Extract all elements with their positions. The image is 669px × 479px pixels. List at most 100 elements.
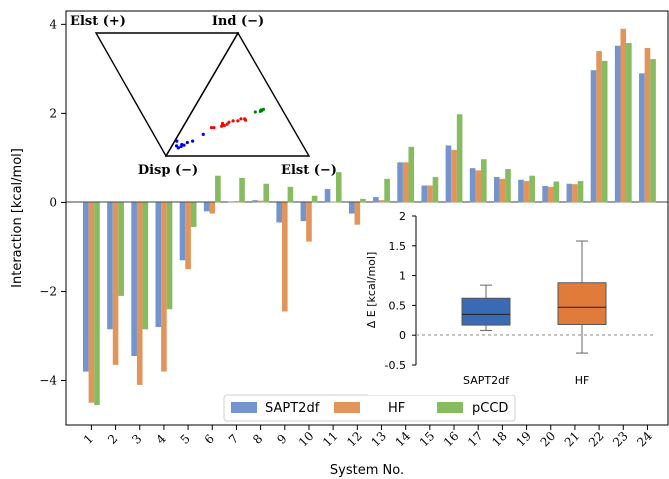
boxplot-y-ticks: -0.5 0 0.5 1 1.5 2 — [385, 210, 416, 372]
bar-sapt2df-20 — [542, 185, 548, 203]
bar-hf-10 — [306, 202, 312, 242]
bar-sapt2df-14 — [397, 162, 403, 203]
y-tick-label: 4 — [49, 17, 57, 31]
bar-hf-12 — [354, 202, 361, 225]
bar-pccd-12 — [360, 198, 366, 203]
bar-sapt2df-17 — [469, 168, 476, 203]
bar-pccd-19 — [529, 175, 535, 203]
bar-pccd-11 — [335, 172, 342, 203]
y-tick-label: 0 — [49, 195, 57, 209]
bar-sapt2df-18 — [493, 177, 500, 203]
bar-sapt2df-5 — [179, 202, 186, 261]
box-category-label: HF — [575, 374, 590, 387]
bar-sapt2df-11 — [324, 189, 331, 203]
ternary-point — [225, 122, 229, 126]
bar-hf-23 — [620, 28, 627, 203]
box-category-label: SAPT2df — [463, 374, 510, 387]
ternary-point — [180, 142, 184, 147]
bar-pccd-4 — [166, 202, 173, 310]
bar-groups — [82, 28, 656, 405]
bar-pccd-18 — [505, 169, 511, 203]
x-tick-label: 3 — [129, 432, 144, 447]
x-tick-label: 6 — [202, 432, 217, 447]
vertex-label-ind-minus: Ind (−) — [212, 14, 264, 29]
bar-hf-20 — [547, 186, 554, 203]
ternary-point — [220, 124, 224, 128]
ternary-point — [239, 117, 243, 121]
bar-sapt2df-1 — [82, 202, 89, 372]
bar-pccd-9 — [287, 186, 294, 203]
bar-sapt2df-4 — [155, 202, 162, 328]
bar-pccd-22 — [601, 60, 608, 203]
x-tick-label: 2 — [105, 432, 120, 447]
x-tick-label: 21 — [562, 429, 583, 450]
vertex-label-disp-minus: Disp (−) — [138, 163, 198, 178]
x-tick-label: 19 — [513, 429, 534, 450]
bar-sapt2df-16 — [445, 145, 452, 203]
x-tick-label: 23 — [610, 429, 631, 450]
x-tick-label: 16 — [441, 429, 462, 450]
bar-hf-8 — [257, 200, 264, 203]
bar-hf-22 — [596, 51, 602, 203]
boxplot-background — [368, 210, 667, 395]
ternary-triangle-left — [94, 32, 240, 158]
vertex-label-elst-minus: Elst (−) — [281, 163, 337, 178]
bar-sapt2df-6 — [203, 202, 210, 212]
bar-pccd-14 — [408, 146, 415, 203]
x-tick-label: 17 — [465, 429, 486, 450]
main-plot-frame — [65, 10, 669, 426]
bar-sapt2df-2 — [107, 202, 113, 330]
x-tick-label: 13 — [368, 429, 389, 450]
x-tick-label: 4 — [153, 431, 169, 447]
bar-pccd-16 — [456, 114, 463, 203]
bar-hf-3 — [136, 202, 143, 385]
box-y-tick-label: 2 — [399, 210, 406, 223]
bar-pccd-17 — [481, 159, 487, 203]
bar-sapt2df-13 — [373, 197, 379, 203]
bar-pccd-2 — [118, 202, 124, 296]
bar-hf-4 — [161, 202, 167, 372]
bar-hf-18 — [499, 178, 506, 203]
x-tick-label: 5 — [178, 432, 193, 447]
ternary-point — [258, 109, 262, 113]
bar-hf-19 — [523, 181, 530, 203]
x-tick-label: 9 — [274, 432, 289, 447]
x-tick-label: 8 — [250, 432, 265, 447]
y-tick-label: 2 — [49, 106, 57, 120]
bar-hf-5 — [185, 202, 191, 270]
bar-hf-21 — [572, 184, 578, 203]
bar-hf-16 — [451, 149, 457, 203]
bar-sapt2df-9 — [276, 202, 282, 223]
bar-sapt2df-15 — [421, 185, 428, 203]
bar-hf-14 — [402, 162, 409, 203]
bar-hf-2 — [112, 202, 119, 365]
ternary-point — [209, 125, 214, 130]
bar-sapt2df-8 — [252, 200, 258, 203]
bar-sapt2df-19 — [518, 179, 524, 203]
boxplot-boxes: SAPT2df HF — [461, 240, 607, 387]
ternary-point — [212, 125, 216, 130]
ternary-point — [174, 144, 179, 148]
bar-sapt2df-10 — [300, 202, 307, 222]
bar-pccd-21 — [577, 181, 584, 203]
ternary-point — [227, 120, 231, 124]
x-tick-label: 7 — [226, 432, 241, 447]
ternary-point — [185, 140, 189, 145]
x-tick-label: 1 — [81, 432, 96, 447]
bar-pccd-23 — [626, 43, 632, 203]
x-tick-label: 14 — [393, 429, 414, 450]
legend-label-hf: HF — [388, 401, 405, 416]
x-tick-label: 12 — [344, 429, 365, 450]
ternary-point — [220, 121, 225, 126]
ternary-point — [253, 110, 257, 114]
bar-pccd-24 — [650, 59, 656, 203]
ternary-point — [261, 107, 266, 111]
ternary-point — [191, 139, 195, 143]
box-y-tick-label: -0.5 — [385, 359, 406, 372]
ternary-triangle-right — [164, 31, 311, 157]
boxplot-y-axis-label: Δ E [kcal/mol] — [365, 252, 378, 328]
vertex-label-elst-plus: Elst (+) — [70, 14, 126, 29]
ternary-points — [174, 107, 266, 150]
bar-hf-11 — [330, 201, 336, 203]
ternary-point — [201, 132, 205, 136]
